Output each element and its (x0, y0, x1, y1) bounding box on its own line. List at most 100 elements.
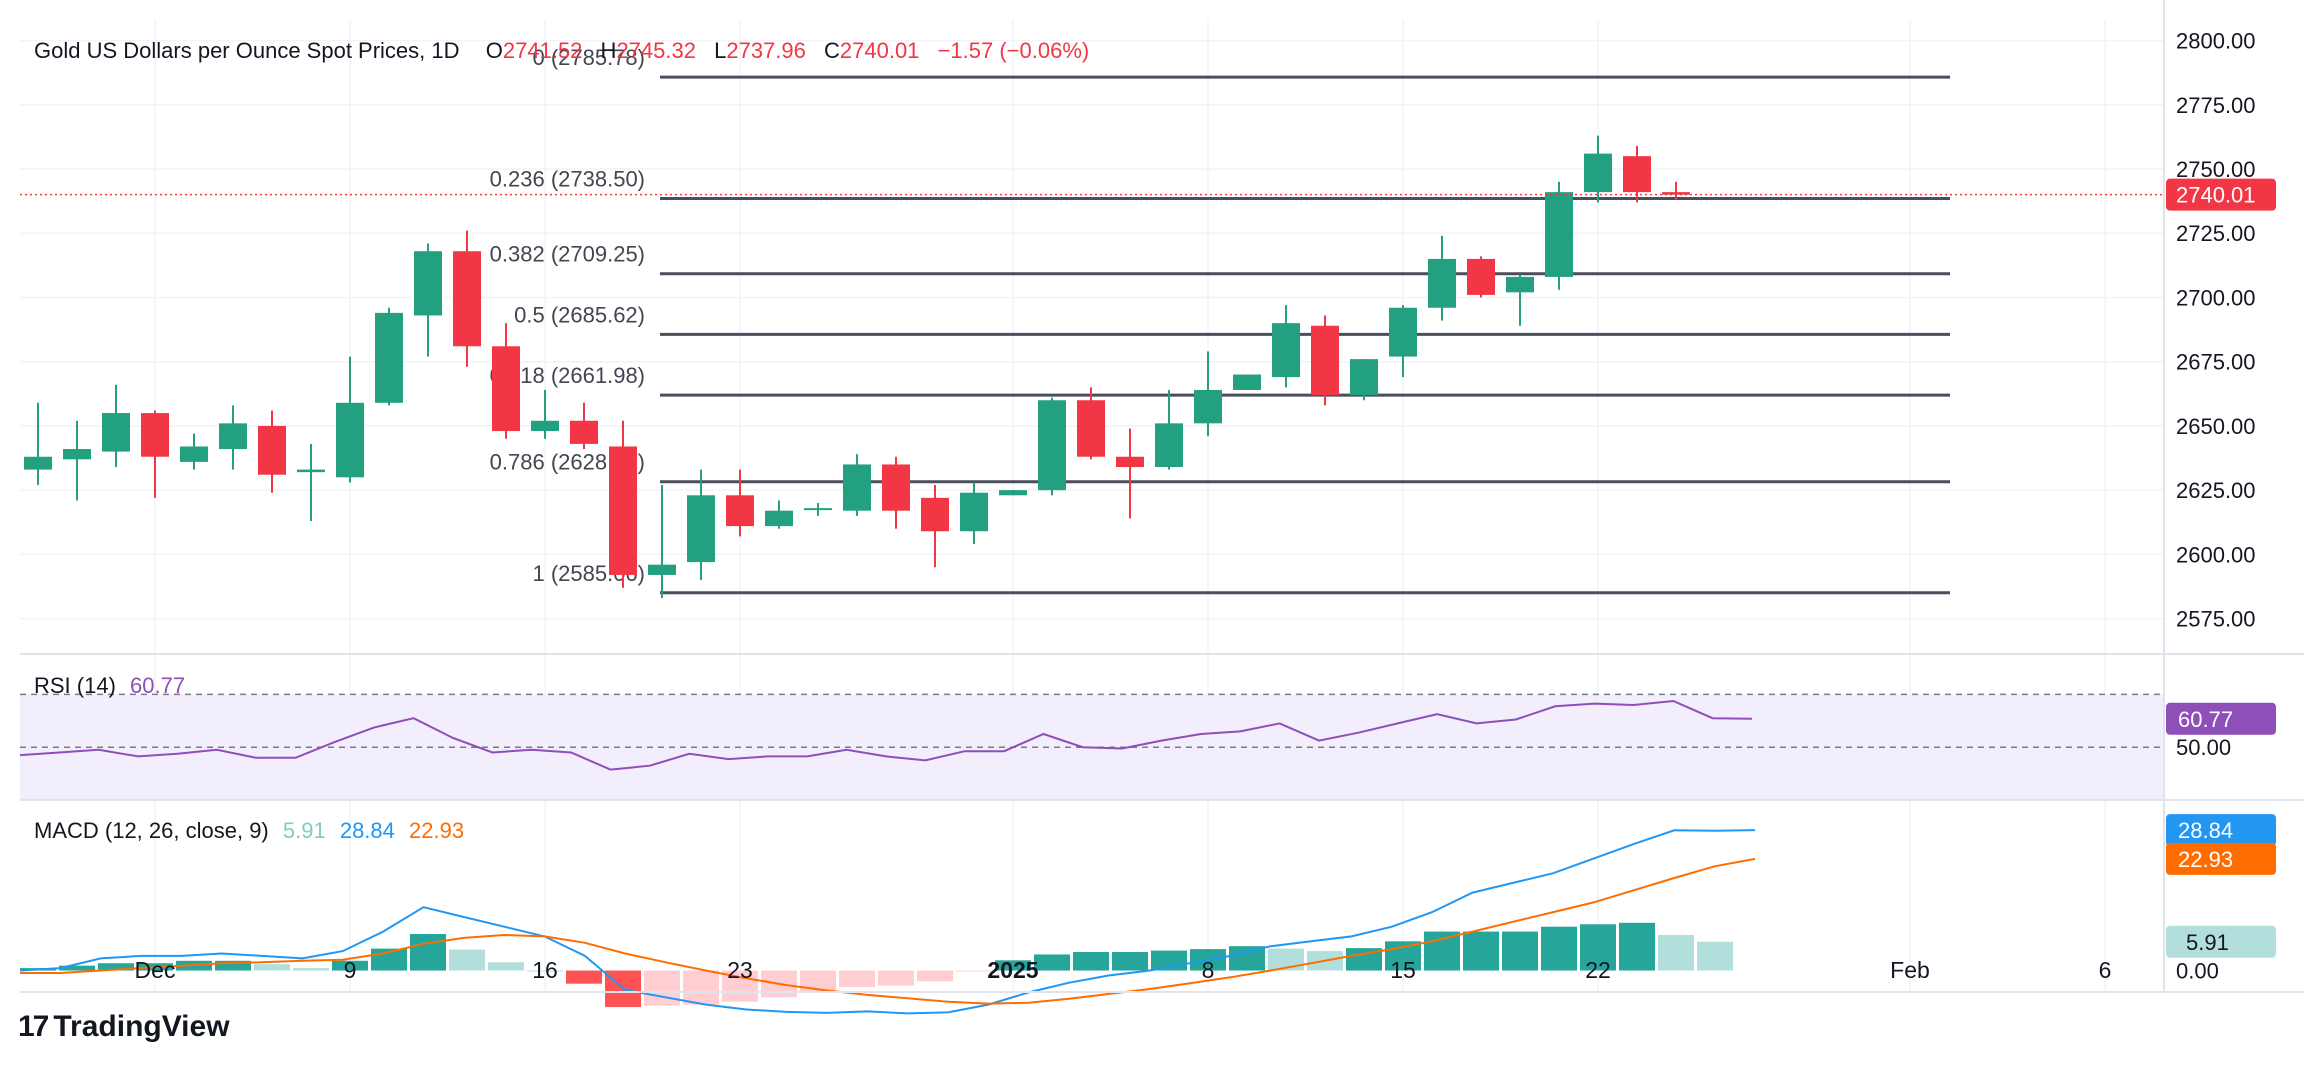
candle-body (219, 423, 247, 450)
macd-histogram-bar (527, 970, 563, 972)
macd-histogram-bar (59, 965, 95, 971)
macd-title[interactable]: MACD (12, 26, close, 9) (34, 818, 269, 843)
candle-body (1038, 400, 1066, 491)
rsi-tick-label: 50.00 (2176, 735, 2231, 760)
candle-body (63, 449, 91, 460)
candle-body (648, 564, 676, 575)
candle-body (1272, 323, 1300, 378)
macd-histogram-bar (1424, 931, 1460, 971)
rsi-layer: 60.77 (19, 693, 2276, 801)
macd-tick-label: 0.00 (2176, 959, 2219, 984)
fib-level-label: 0.236 (2738.50) (490, 167, 645, 192)
macd-value-tag (2166, 814, 2276, 847)
candle-body (1506, 276, 1534, 293)
macd-histogram-bar (956, 970, 992, 972)
y-tick-label: 2750.00 (2176, 157, 2256, 182)
candle-body (960, 492, 988, 532)
y-tick-label: 2575.00 (2176, 607, 2256, 632)
macd-histogram-bar (449, 949, 485, 971)
candle-body (258, 425, 286, 475)
macd-histogram-bar (683, 970, 719, 1005)
tradingview-logo-icon: 17 (18, 1010, 49, 1043)
open-label: O (485, 38, 503, 63)
macd-histogram-bar (1463, 931, 1499, 971)
candle-body (921, 497, 949, 532)
candle-body (804, 508, 832, 511)
macd-histogram-bar (1541, 926, 1577, 971)
macd-histogram-bar (410, 934, 446, 971)
macd-histogram-bar (1034, 954, 1070, 971)
macd-line-value: 28.84 (339, 818, 395, 843)
candle-body (102, 413, 130, 452)
candle-body (180, 446, 208, 462)
last-price-tag-text: 2740.01 (2176, 183, 2256, 208)
rsi-legend: RSI (14) 60.77 (34, 673, 185, 699)
price-labels-layer: 2740.01 (20, 178, 2276, 211)
rsi-title[interactable]: RSI (14) (34, 673, 116, 698)
macd-histogram-bar (1229, 946, 1265, 971)
macd-histogram-bar (293, 968, 329, 971)
macd-hist-value: 5.91 (282, 818, 326, 843)
candle-body (24, 456, 52, 470)
y-tick-label: 2800.00 (2176, 29, 2256, 54)
grid-layer (20, 20, 2164, 990)
hist-value-tag (2166, 925, 2276, 958)
candle-body (765, 510, 793, 527)
candle-body (1350, 359, 1378, 396)
close-value: 2740.01 (839, 38, 920, 63)
signal-value-tag (2166, 842, 2276, 875)
x-tick-label: 8 (1202, 957, 1215, 983)
macd-histogram-bar (1658, 934, 1694, 971)
candle-body (1116, 456, 1144, 468)
macd-histogram-bar (215, 960, 251, 971)
hist-value-tag-text: 5.91 (2186, 930, 2229, 955)
low-label: L (714, 38, 727, 63)
candle-body (492, 346, 520, 432)
candle-body (1155, 423, 1183, 468)
macd-signal-value: 22.93 (409, 818, 465, 843)
y-tick-label: 2650.00 (2176, 414, 2256, 439)
candle-body (1194, 389, 1222, 424)
symbol-title[interactable]: Gold US Dollars per Ounce Spot Prices, 1… (34, 38, 460, 63)
macd-histogram-bar (332, 960, 368, 971)
candle-body (1467, 258, 1495, 295)
x-tick-label: Dec (135, 957, 176, 983)
x-tick-label: 6 (2099, 957, 2112, 983)
macd-histogram-bar (839, 970, 875, 988)
candle-body (843, 464, 871, 511)
candle-body (726, 495, 754, 527)
high-value: 2745.32 (616, 38, 696, 63)
candle-body (570, 420, 598, 444)
x-tick-label: 2025 (987, 957, 1038, 983)
signal-value-tag-text: 22.93 (2178, 847, 2233, 872)
candle-body (882, 464, 910, 511)
macd-histogram-bar (1697, 941, 1733, 971)
macd-line (19, 829, 1756, 1015)
open-value: 2741.52 (502, 38, 583, 63)
x-tick-label: 23 (727, 957, 753, 983)
macd-value-tag-text: 28.84 (2178, 818, 2233, 843)
fib-level-label: 0.382 (2709.25) (490, 242, 645, 267)
y-tick-label: 2675.00 (2176, 350, 2256, 375)
macd-histogram-bar (254, 964, 290, 971)
x-tick-label: Feb (1890, 957, 1930, 983)
y-tick-label: 2700.00 (2176, 285, 2256, 310)
rsi-value-tag (2166, 702, 2276, 735)
fib-level-label: 0.5 (2685.62) (514, 302, 645, 327)
macd-signal-line (20, 857, 1756, 1005)
candle-body (999, 490, 1027, 496)
candle-body (1545, 192, 1573, 277)
macd-histogram-bar (1502, 931, 1538, 971)
macd-histogram-bar (488, 962, 524, 971)
tradingview-logo[interactable]: 17 TradingView (18, 1010, 230, 1043)
low-value: 2737.96 (726, 38, 806, 63)
y-tick-label: 2725.00 (2176, 221, 2256, 246)
candles-layer (24, 135, 1690, 599)
candle-body (414, 251, 442, 316)
rsi-line (19, 699, 1753, 771)
high-label: H (600, 38, 617, 63)
candle-body (1623, 156, 1651, 193)
x-tick-label: 9 (344, 957, 357, 983)
candle-body (1428, 258, 1456, 308)
